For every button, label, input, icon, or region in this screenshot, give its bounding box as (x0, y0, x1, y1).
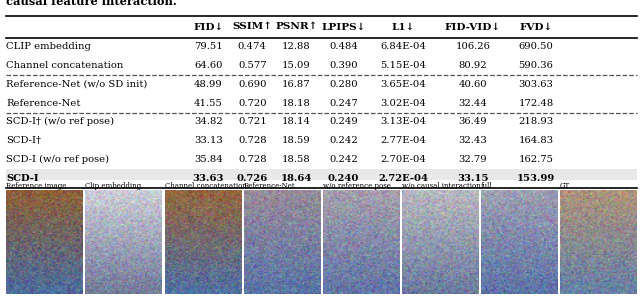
Text: 33.15: 33.15 (457, 174, 489, 183)
Text: 0.720: 0.720 (238, 99, 267, 108)
Text: 0.726: 0.726 (237, 174, 268, 183)
Text: 690.50: 690.50 (518, 42, 554, 51)
Text: 2.70E-04: 2.70E-04 (381, 155, 426, 164)
Text: 3.13E-04: 3.13E-04 (381, 117, 426, 126)
Text: 80.92: 80.92 (459, 61, 487, 70)
Text: 0.280: 0.280 (330, 80, 358, 89)
Text: 40.60: 40.60 (459, 80, 487, 89)
Text: 106.26: 106.26 (456, 42, 490, 51)
Text: 0.240: 0.240 (328, 174, 359, 183)
Text: 33.13: 33.13 (194, 136, 223, 145)
Text: SCD-I† (w/o ref pose): SCD-I† (w/o ref pose) (6, 117, 115, 127)
Text: 18.18: 18.18 (282, 99, 311, 108)
Text: LPIPS↓: LPIPS↓ (321, 23, 366, 31)
Text: full: full (481, 182, 492, 190)
Text: FID↓: FID↓ (193, 23, 223, 31)
Text: 3.65E-04: 3.65E-04 (381, 80, 426, 89)
Text: PSNR↑: PSNR↑ (275, 23, 317, 31)
Text: 41.55: 41.55 (194, 99, 223, 108)
Text: 590.36: 590.36 (518, 61, 554, 70)
Text: 5.15E-04: 5.15E-04 (381, 61, 426, 70)
Text: 162.75: 162.75 (518, 155, 554, 164)
Text: FVD↓: FVD↓ (519, 23, 552, 31)
Text: Reference image: Reference image (6, 182, 67, 190)
Text: GT: GT (560, 182, 570, 190)
Text: 0.484: 0.484 (329, 42, 358, 51)
Text: 64.60: 64.60 (194, 61, 222, 70)
Text: 3.02E-04: 3.02E-04 (381, 99, 426, 108)
Text: 164.83: 164.83 (518, 136, 554, 145)
Text: 218.93: 218.93 (518, 117, 554, 126)
Text: 0.690: 0.690 (238, 80, 266, 89)
Text: 18.58: 18.58 (282, 155, 311, 164)
Text: 0.721: 0.721 (238, 117, 267, 126)
Text: 34.82: 34.82 (194, 117, 223, 126)
Text: Reference-Net: Reference-Net (6, 99, 81, 108)
Text: 79.51: 79.51 (194, 42, 223, 51)
Text: 18.14: 18.14 (282, 117, 311, 126)
Text: L1↓: L1↓ (392, 23, 415, 31)
Text: 16.87: 16.87 (282, 80, 310, 89)
Text: Channel concatenation: Channel concatenation (164, 182, 246, 190)
Text: 2.72E-04: 2.72E-04 (378, 174, 429, 183)
Text: SSIM↑: SSIM↑ (232, 23, 272, 31)
Text: 15.09: 15.09 (282, 61, 311, 70)
Text: w/o reference pose: w/o reference pose (323, 182, 390, 190)
Text: SCD-I (w/o ref pose): SCD-I (w/o ref pose) (6, 155, 109, 164)
Text: SCD-I: SCD-I (6, 174, 39, 183)
Text: w/o causal interaction: w/o causal interaction (402, 182, 481, 190)
Text: 153.99: 153.99 (517, 174, 555, 183)
Text: CLIP embedding: CLIP embedding (6, 42, 92, 51)
Bar (6, 169, 637, 188)
Text: 6.84E-04: 6.84E-04 (381, 42, 426, 51)
Text: 32.44: 32.44 (458, 99, 487, 108)
Text: 33.63: 33.63 (193, 174, 224, 183)
Text: causal feature interaction.: causal feature interaction. (6, 0, 177, 7)
Text: 0.728: 0.728 (238, 136, 267, 145)
Text: 0.577: 0.577 (238, 61, 267, 70)
Text: 303.63: 303.63 (518, 80, 554, 89)
Text: 172.48: 172.48 (518, 99, 554, 108)
Text: 0.474: 0.474 (238, 42, 267, 51)
Text: 32.43: 32.43 (458, 136, 487, 145)
Text: SCD-I†: SCD-I† (6, 136, 42, 145)
Text: Reference-Net: Reference-Net (244, 182, 295, 190)
Text: 18.59: 18.59 (282, 136, 311, 145)
Text: 36.49: 36.49 (459, 117, 487, 126)
Text: 0.390: 0.390 (330, 61, 358, 70)
Text: 0.242: 0.242 (330, 136, 358, 145)
Text: 0.242: 0.242 (330, 155, 358, 164)
Text: Reference-Net (w/o SD init): Reference-Net (w/o SD init) (6, 80, 148, 89)
Text: 12.88: 12.88 (282, 42, 311, 51)
Text: Clip embedding: Clip embedding (86, 182, 141, 190)
Text: 0.728: 0.728 (238, 155, 267, 164)
Text: 2.77E-04: 2.77E-04 (381, 136, 426, 145)
Text: 35.84: 35.84 (194, 155, 223, 164)
Text: 18.64: 18.64 (281, 174, 312, 183)
Text: 32.79: 32.79 (459, 155, 487, 164)
Text: 0.249: 0.249 (330, 117, 358, 126)
Text: 0.247: 0.247 (330, 99, 358, 108)
Text: 48.99: 48.99 (194, 80, 223, 89)
Text: FID-VID↓: FID-VID↓ (445, 23, 501, 31)
Text: Channel concatenation: Channel concatenation (6, 61, 124, 70)
